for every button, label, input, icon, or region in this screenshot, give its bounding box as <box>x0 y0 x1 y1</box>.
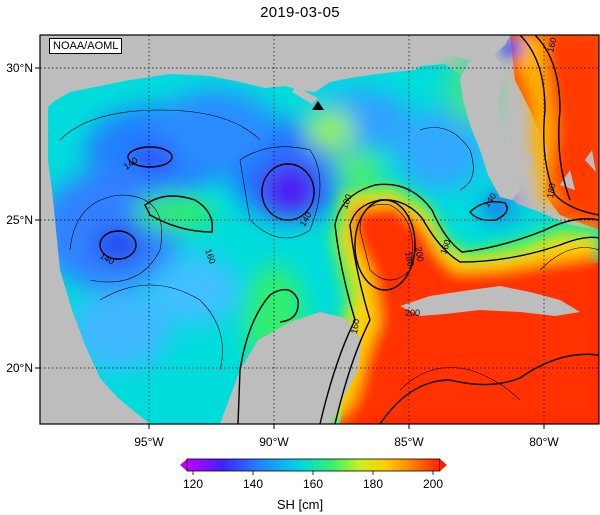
colorbar-tick: 120 <box>183 477 203 491</box>
axis-ticks <box>35 67 545 429</box>
contour-label: 180 <box>545 182 557 199</box>
sea-height-field <box>40 35 599 424</box>
colorbar-tick: 160 <box>303 477 323 491</box>
colorbar-low-arrow <box>180 459 187 471</box>
colorbar-title: SH [cm] <box>276 497 324 512</box>
colorbar-tick: 180 <box>363 477 383 491</box>
contour-label: 160 <box>349 318 361 335</box>
lon-label: 85°W <box>394 435 424 449</box>
lat-label: 30°N <box>6 61 33 75</box>
contour-label: 200 <box>405 308 420 318</box>
colorbar-gradient <box>186 458 441 472</box>
contour-label: 160 <box>203 248 218 266</box>
lat-label: 25°N <box>6 213 33 227</box>
contour-lines <box>59 35 599 424</box>
contour-label: 180 <box>403 251 415 268</box>
contour-label: 160 <box>438 238 453 256</box>
lon-label: 80°W <box>529 435 559 449</box>
lon-label: 90°W <box>259 435 289 449</box>
colorbar: 120 140 160 180 200 <box>180 458 447 491</box>
colorbar-tick: 200 <box>423 477 443 491</box>
contour-label: 200 <box>413 246 425 263</box>
contour-label-group: 140 140 140 140 160 160 160 160 180 180 … <box>98 36 559 334</box>
colorbar-tick: 140 <box>243 477 263 491</box>
map-frame <box>39 34 600 425</box>
lon-label: 95°W <box>134 435 164 449</box>
contour-label: 160 <box>545 36 559 53</box>
credit-label: NOAA/AOML <box>49 38 123 54</box>
lat-label: 20°N <box>6 361 33 375</box>
contour-label: 180 <box>339 193 354 211</box>
lat-lon-grid <box>40 35 599 424</box>
station-triangle-icon <box>312 101 324 110</box>
map-plot-area: 140 140 140 140 160 160 160 160 180 180 … <box>40 35 599 424</box>
map-title: 2019-03-05 <box>260 4 340 21</box>
colorbar-high-arrow <box>440 459 447 471</box>
coastline-land <box>40 35 596 424</box>
